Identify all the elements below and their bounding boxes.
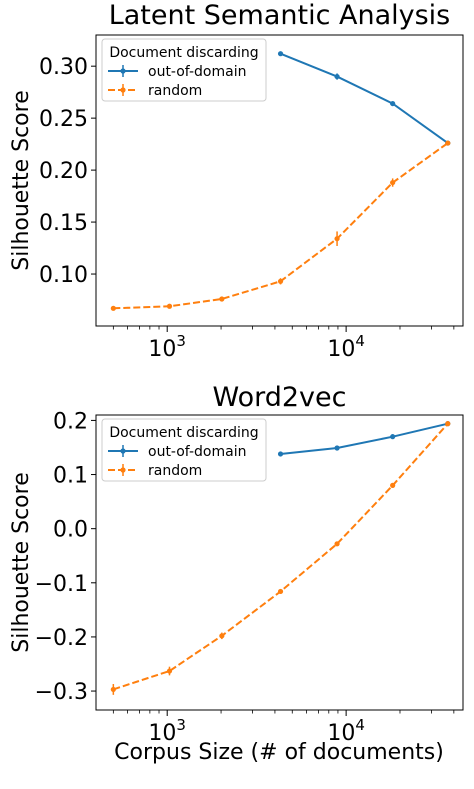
- out-of-domain-point: [277, 51, 284, 57]
- random-point: [390, 179, 396, 186]
- random-point: [277, 588, 284, 595]
- word2vec-chart: Word2vec Silhouette Score −0.3 −0.2 −0.1 0.0 0…: [9, 382, 464, 746]
- out-of-domain-point: [334, 73, 340, 80]
- random-point: [166, 303, 173, 309]
- x-tick-label: 104: [327, 716, 365, 746]
- random-point: [445, 140, 451, 146]
- random-point: [166, 668, 173, 674]
- y-tick-label: 0.15: [39, 211, 88, 236]
- random-point: [277, 278, 284, 284]
- x-tick-exponent: 4: [355, 716, 365, 734]
- y-tick-label: −0.1: [35, 572, 88, 597]
- legend-box: [101, 418, 267, 482]
- legend-box: [101, 38, 267, 102]
- y-tick-label: 0.2: [53, 409, 88, 434]
- legend-random-label: random: [148, 463, 202, 479]
- legend-random-label: random: [148, 83, 202, 99]
- x-axis-label: Corpus Size (# of documents): [114, 740, 444, 765]
- y-axis-label: Silhouette Score: [9, 472, 34, 652]
- y-tick-label: 0.25: [39, 107, 88, 132]
- y-axis-label: Silhouette Score: [9, 90, 34, 270]
- x-tick-exponent: 3: [176, 716, 186, 734]
- y-tick-label: 0.20: [39, 159, 88, 184]
- plot-frame: [95, 34, 464, 327]
- random-point: [110, 305, 116, 311]
- out-of-domain-line: [280, 422, 449, 455]
- random-point: [445, 421, 451, 427]
- out-of-domain-point: [390, 434, 396, 440]
- x-tick-base: 10: [327, 721, 355, 746]
- legend-out-of-domain-marker: [120, 68, 126, 74]
- out-of-domain-point: [390, 100, 396, 107]
- lsa-chart: Latent Semantic Analysis Silhouette Score…: [9, 0, 464, 362]
- x-tick-base: 10: [148, 721, 176, 746]
- x-tick-label: 104: [327, 332, 365, 362]
- legend-title: Document discarding: [109, 45, 258, 61]
- plot-frame: [95, 414, 464, 711]
- x-tick-label: 103: [148, 332, 186, 362]
- chart-title: Latent Semantic Analysis: [109, 0, 451, 31]
- x-tick-exponent: 4: [355, 332, 365, 350]
- random-point: [219, 296, 225, 302]
- y-tick-label: −0.3: [35, 680, 88, 705]
- random-point: [334, 236, 340, 242]
- out-of-domain-line: [280, 52, 449, 144]
- legend-out-of-domain-label: out-of-domain: [148, 64, 246, 80]
- legend-out-of-domain-marker: [120, 448, 126, 454]
- x-tick-label: 103: [148, 716, 186, 746]
- y-tick-label: −0.2: [35, 626, 88, 651]
- out-of-domain-point: [277, 451, 284, 457]
- legend-random-marker: [120, 87, 126, 93]
- random-point: [110, 686, 116, 693]
- chart-title: Word2vec: [212, 382, 346, 413]
- x-tick-exponent: 3: [176, 332, 186, 350]
- out-of-domain-point: [334, 445, 340, 451]
- y-tick-label: 0.0: [53, 518, 88, 543]
- legend-out-of-domain-label: out-of-domain: [148, 444, 246, 460]
- x-tick-base: 10: [148, 337, 176, 362]
- y-tick-label: 0.30: [39, 55, 88, 80]
- random-point: [219, 633, 225, 639]
- legend-random-marker: [120, 467, 126, 473]
- y-tick-label: 0.1: [53, 464, 88, 489]
- y-tick-label: 0.10: [39, 263, 88, 288]
- x-tick-base: 10: [327, 337, 355, 362]
- legend-title: Document discarding: [109, 425, 258, 441]
- random-point: [390, 482, 396, 488]
- random-point: [334, 541, 340, 547]
